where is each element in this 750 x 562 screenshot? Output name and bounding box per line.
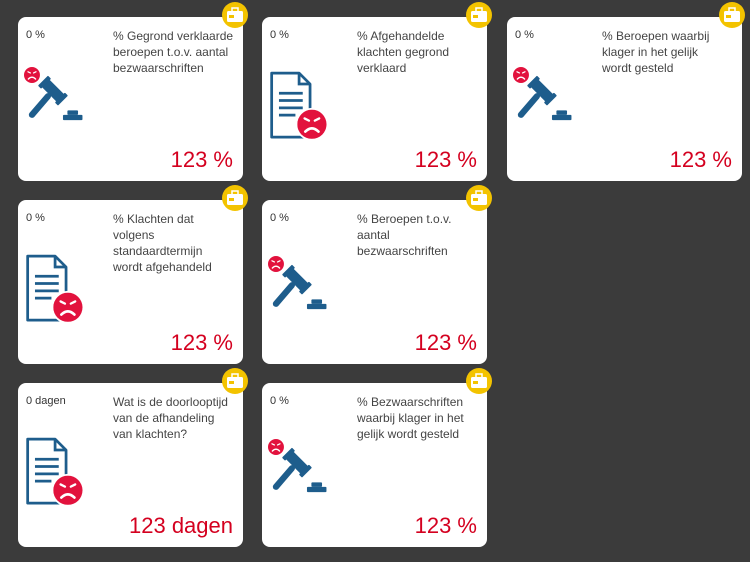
document-icon bbox=[24, 252, 88, 326]
card-value: 123 % bbox=[170, 330, 233, 355]
kpi-card[interactable]: 0 % % Klachten dat volgens standaardterm… bbox=[18, 185, 248, 364]
card-value: 123 % bbox=[414, 330, 477, 355]
kpi-card[interactable]: 0 % % Beroepen waarbij klager in het gel… bbox=[507, 2, 745, 181]
card-label: 0 % bbox=[270, 395, 289, 407]
card-label: 0 % bbox=[270, 29, 289, 41]
kpi-card[interactable]: 0 % % Beroepen t.o.v. aantal bezwaarschr… bbox=[262, 185, 492, 364]
card-label: 0 % bbox=[26, 212, 45, 224]
badge[interactable] bbox=[719, 2, 745, 28]
card-title: % Beroepen t.o.v. aantal bezwaarschrifte… bbox=[357, 212, 452, 258]
badge[interactable] bbox=[466, 185, 492, 211]
card-title: % Afgehandelde klachten gegrond verklaar… bbox=[357, 29, 450, 75]
badge[interactable] bbox=[466, 368, 492, 394]
card-label: 0 % bbox=[270, 212, 289, 224]
card-label: 0 dagen bbox=[26, 395, 66, 407]
card-value: 123 dagen bbox=[129, 513, 233, 538]
card-title: % Beroepen waarbij klager in het gelijk … bbox=[602, 29, 710, 75]
gavel-icon bbox=[513, 67, 575, 129]
card-title: Wat is de doorlooptijd van de afhandelin… bbox=[113, 395, 228, 441]
card-title: % Klachten dat volgens standaardtermijn … bbox=[113, 212, 212, 274]
card-label: 0 % bbox=[26, 29, 45, 41]
kpi-card[interactable]: 0 % % Afgehandelde klachten gegrond verk… bbox=[262, 2, 492, 181]
kpi-card[interactable]: 0 % % Gegrond verklaarde beroepen t.o.v.… bbox=[18, 2, 248, 181]
gavel-icon bbox=[24, 67, 86, 129]
card-value: 123 % bbox=[414, 513, 477, 538]
gavel-icon bbox=[268, 439, 330, 501]
badge[interactable] bbox=[222, 185, 248, 211]
card-title: % Gegrond verklaarde beroepen t.o.v. aan… bbox=[113, 29, 234, 75]
kpi-card[interactable]: 0 % % Bezwaarschriften waarbij klager in… bbox=[262, 368, 492, 547]
gavel-icon bbox=[268, 256, 330, 318]
document-icon bbox=[24, 435, 88, 509]
card-label: 0 % bbox=[515, 29, 534, 41]
card-value: 123 % bbox=[170, 147, 233, 172]
badge[interactable] bbox=[466, 2, 492, 28]
badge[interactable] bbox=[222, 2, 248, 28]
card-title: % Bezwaarschriften waarbij klager in het… bbox=[357, 395, 464, 441]
kpi-card[interactable]: 0 dagen Wat is de doorlooptijd van de af… bbox=[18, 368, 248, 547]
badge[interactable] bbox=[222, 368, 248, 394]
card-value: 123 % bbox=[414, 147, 477, 172]
card-value: 123 % bbox=[669, 147, 732, 172]
document-icon bbox=[268, 69, 332, 143]
